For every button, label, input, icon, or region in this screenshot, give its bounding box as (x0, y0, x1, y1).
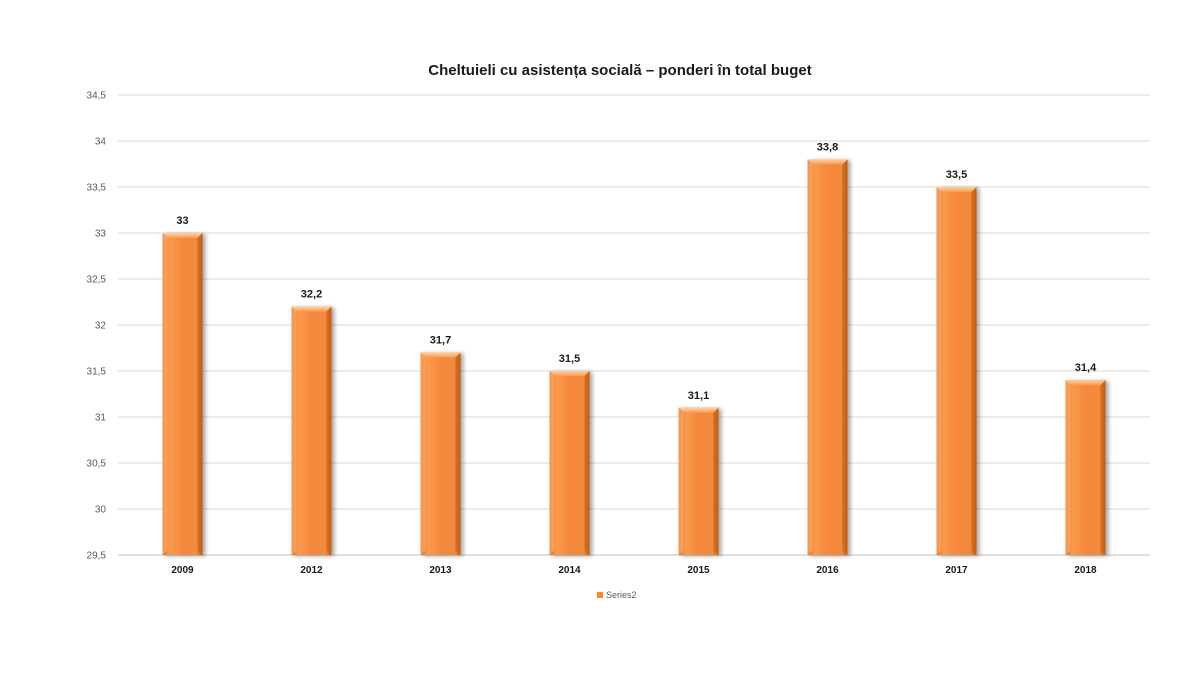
data-label: 31,4 (1075, 362, 1097, 374)
bar-body (549, 371, 590, 555)
bar-body (807, 159, 848, 555)
bar-body (162, 233, 203, 555)
x-tick-label: 2015 (687, 565, 710, 576)
bar-body (936, 187, 977, 555)
bar-bevel (291, 306, 332, 312)
y-tick-label: 31 (95, 413, 107, 424)
y-tick-label: 31,5 (87, 367, 107, 378)
bar-body (291, 306, 332, 555)
data-label: 33,5 (946, 169, 967, 181)
bar-edge (1100, 380, 1106, 555)
bar-edge (162, 233, 168, 555)
x-tick-label: 2013 (429, 565, 452, 576)
bar (420, 352, 461, 555)
bar-body (420, 352, 461, 555)
bar-body (678, 407, 719, 555)
bar-edge (197, 233, 203, 555)
bar-bevel (807, 159, 848, 165)
chart-title: Cheltuieli cu asistența socială – ponder… (428, 62, 811, 79)
gridlines (118, 94, 1150, 556)
bar-edge (420, 352, 426, 555)
y-tick-label: 33,5 (87, 183, 107, 194)
data-label: 32,2 (301, 289, 322, 301)
data-label: 31,1 (688, 390, 709, 402)
bar-edge (842, 159, 848, 555)
bar-edge (549, 371, 555, 555)
bar (549, 371, 590, 555)
x-tick-label: 2018 (1074, 565, 1097, 576)
bar-edge (807, 159, 813, 555)
data-label: 31,5 (559, 353, 580, 365)
y-tick-label: 33 (95, 229, 107, 240)
bar (162, 233, 203, 555)
data-label: 33,8 (817, 141, 838, 153)
bar (936, 187, 977, 555)
bars (162, 159, 1106, 555)
y-tick-label: 30,5 (87, 459, 107, 470)
bar-bevel (1065, 380, 1106, 386)
y-axis: 29,5 30 30,5 31 31,5 32 32,5 33 33,5 34 34,5 (87, 91, 107, 562)
y-tick-label: 32,5 (87, 275, 107, 286)
bar-edge (455, 352, 461, 555)
x-tick-label: 2016 (816, 565, 839, 576)
bar (291, 306, 332, 555)
bar (1065, 380, 1106, 555)
x-tick-label: 2014 (558, 565, 581, 576)
legend: Series2 (597, 590, 637, 600)
bar-edge (678, 407, 684, 555)
bar-edge (713, 407, 719, 555)
x-axis: 2009 2012 2013 2014 2015 2016 2017 2018 (171, 565, 1097, 576)
bar-bevel (936, 187, 977, 192)
y-tick-label: 34,5 (87, 91, 107, 102)
y-tick-label: 29,5 (87, 551, 107, 562)
bar (807, 159, 848, 555)
bar-edge (291, 306, 297, 555)
bar-edge (971, 187, 977, 555)
x-tick-label: 2017 (945, 565, 968, 576)
x-tick-label: 2009 (171, 565, 194, 576)
bar-bevel (162, 233, 203, 238)
data-labels: 33 32,2 31,7 31,5 31,1 33,8 33,5 31,4 (176, 141, 1097, 401)
bar (678, 407, 719, 555)
x-tick-label: 2012 (300, 565, 323, 576)
legend-swatch (597, 592, 603, 598)
bar-edge (326, 306, 332, 555)
y-tick-label: 34 (95, 137, 107, 148)
bar-edge (936, 187, 942, 555)
y-tick-label: 30 (95, 505, 107, 516)
bar-bevel (420, 352, 461, 358)
bar-edge (584, 371, 590, 555)
bar-bevel (678, 407, 719, 413)
legend-label: Series2 (606, 590, 637, 600)
bar-bevel (549, 371, 590, 376)
bar-edge (1065, 380, 1071, 555)
data-label: 33 (176, 215, 188, 227)
bar-body (1065, 380, 1106, 555)
data-label: 31,7 (430, 335, 451, 347)
y-tick-label: 32 (95, 321, 107, 332)
